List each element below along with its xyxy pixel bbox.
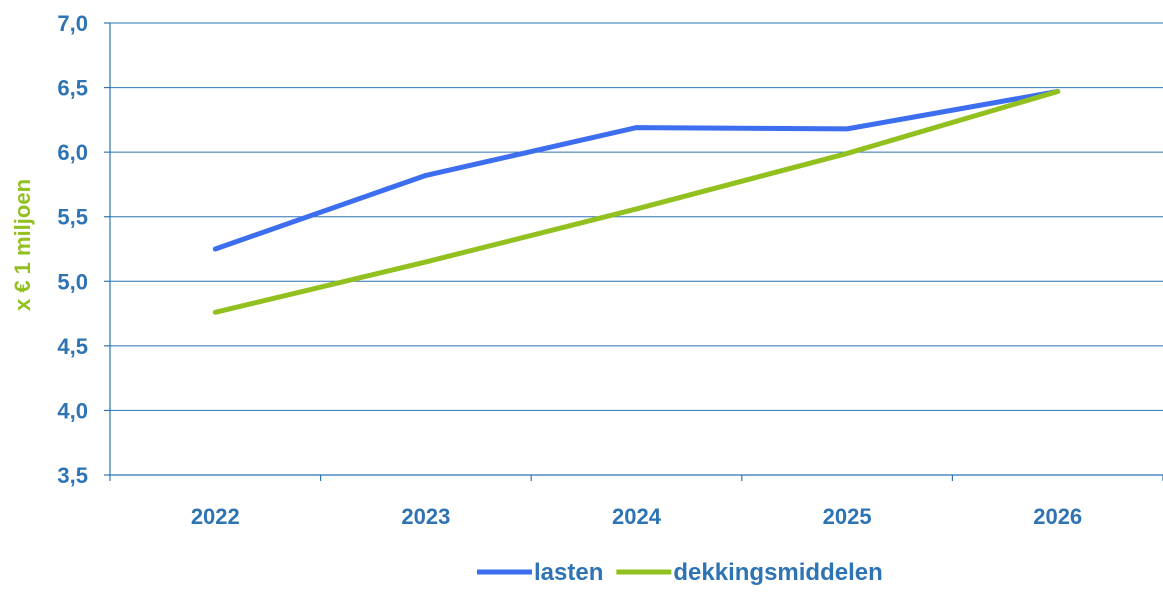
x-tick-label: 2023: [401, 504, 450, 529]
x-tick-label: 2024: [612, 504, 662, 529]
grid-lines: [104, 22, 1163, 476]
x-tick-label: 2025: [823, 504, 872, 529]
y-tick-label: 5,5: [57, 205, 88, 230]
y-tick-label: 4,5: [57, 334, 88, 359]
legend: lasten dekkingsmiddelen: [477, 559, 883, 586]
legend-label: lasten: [534, 559, 603, 586]
series-lines: [212, 88, 1061, 315]
x-tick-labels: 2022 2023 2024 2025 2026: [191, 504, 1082, 529]
y-tick-label: 5,0: [57, 269, 88, 294]
series-line-lasten: [212, 88, 1061, 252]
x-tick-label: 2022: [191, 504, 240, 529]
y-tick-label: 6,0: [57, 140, 88, 165]
x-tick-label: 2026: [1033, 504, 1082, 529]
legend-label: dekkingsmiddelen: [673, 559, 882, 586]
series-line-dekkingsmiddelen: [212, 88, 1061, 315]
y-tick-label: 3,5: [57, 463, 88, 488]
y-tick-label: 6,5: [57, 76, 88, 101]
y-axis-label: x € 1 miljoen: [10, 179, 35, 311]
y-tick-label: 7,0: [57, 11, 88, 36]
y-tick-label: 4,0: [57, 398, 88, 423]
axes: [109, 23, 1163, 481]
y-tick-labels: 3,5 4,0 4,5 5,0 5,5 6,0 6,5 7,0: [57, 11, 88, 488]
